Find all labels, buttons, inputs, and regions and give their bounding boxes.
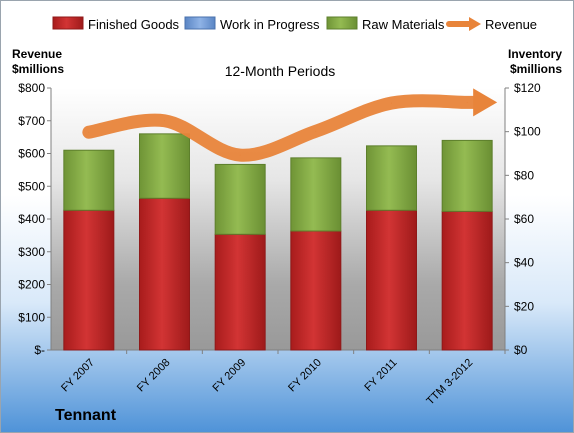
- legend-swatch-finished-goods: [52, 16, 84, 30]
- right-tick-label: $100: [514, 125, 541, 139]
- left-tick-label: $500: [18, 179, 45, 193]
- bar-raw-materials: [290, 157, 342, 232]
- legend-label-revenue: Revenue: [485, 17, 537, 32]
- right-tick-label: $120: [514, 81, 541, 95]
- left-axis-title: $millions: [12, 62, 64, 76]
- right-tick-label: $40: [514, 256, 534, 270]
- revenue-point: [88, 131, 90, 133]
- left-tick-label: $200: [18, 278, 45, 292]
- left-tick-label: $100: [18, 310, 45, 324]
- left-tick-label: $700: [18, 114, 45, 128]
- bar-raw-materials: [139, 133, 190, 199]
- legend-label-raw-materials: Raw Materials: [362, 17, 445, 32]
- legend-label-finished-goods: Finished Goods: [88, 17, 180, 32]
- right-tick-label: $0: [514, 343, 528, 357]
- left-tick-label: $600: [18, 147, 45, 161]
- x-tick-label: FY 2008: [135, 357, 173, 395]
- revenue-point: [315, 130, 317, 132]
- right-tick-label: $80: [514, 168, 534, 182]
- bar-finished-goods: [441, 210, 493, 351]
- x-tick-label: FY 2011: [362, 357, 399, 394]
- bar-finished-goods: [63, 209, 115, 351]
- right-tick-label: $60: [514, 212, 534, 226]
- chart-title: 12-Month Periods: [225, 63, 336, 79]
- left-tick-label: $400: [18, 212, 45, 226]
- revenue-point: [466, 101, 468, 103]
- legend-label-work-in-progress: Work in Progress: [220, 17, 320, 32]
- revenue-line: [82, 94, 484, 162]
- revenue-arrowhead: [473, 88, 498, 117]
- x-tick-label: FY 2009: [211, 357, 249, 395]
- x-tick-label: FY 2007: [59, 357, 97, 395]
- company-name: Tennant: [55, 407, 117, 424]
- right-axis-title: $millions: [510, 62, 562, 76]
- left-tick-label: $-: [34, 343, 45, 357]
- bar-raw-materials: [366, 145, 417, 211]
- revenue-point: [391, 102, 392, 104]
- legend-arrow-revenue: [469, 17, 481, 31]
- bar-finished-goods: [214, 233, 266, 351]
- bar-raw-materials: [63, 149, 115, 211]
- plot-area: [51, 88, 505, 350]
- left-tick-label: $300: [18, 245, 45, 259]
- legend-swatch-work-in-progress: [184, 16, 216, 30]
- right-axis-title: Inventory: [508, 47, 562, 61]
- x-tick-label: FY 2010: [286, 357, 324, 395]
- bar-finished-goods: [290, 230, 342, 351]
- revenue-point: [164, 120, 165, 122]
- bar-raw-materials: [214, 163, 266, 235]
- left-axis-title: Revenue: [12, 47, 62, 61]
- bar-finished-goods: [139, 197, 190, 351]
- left-tick-label: $800: [18, 81, 45, 95]
- revenue-point: [239, 154, 241, 156]
- x-tick-label: TTM 3-2012: [424, 357, 475, 408]
- bar-raw-materials: [441, 139, 493, 212]
- right-tick-label: $20: [514, 299, 534, 313]
- legend-swatch-raw-materials: [326, 16, 358, 30]
- bar-finished-goods: [366, 209, 417, 351]
